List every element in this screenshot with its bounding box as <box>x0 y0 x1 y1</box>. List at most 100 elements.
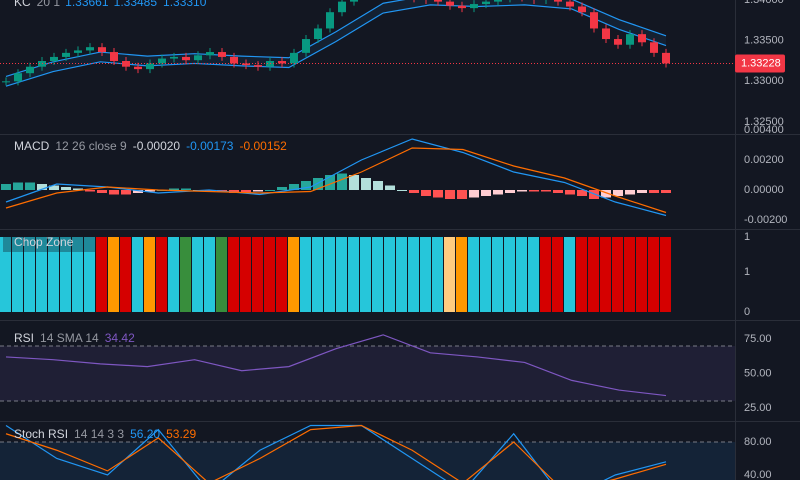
axis-label: 0.00200 <box>744 154 784 166</box>
chop-bar <box>660 237 671 312</box>
chop-bar <box>312 237 323 312</box>
axis-label: 80.00 <box>744 436 772 448</box>
chop-bar <box>492 237 503 312</box>
macd-bar <box>253 190 263 192</box>
chop-bar <box>324 237 335 312</box>
candle <box>182 56 190 61</box>
price-badge <box>735 54 785 73</box>
macd-bar <box>49 185 59 190</box>
chop-bar <box>0 237 11 312</box>
chop-bar <box>348 237 359 312</box>
chop-bar <box>624 237 635 312</box>
chop-bar <box>600 237 611 312</box>
macd-bar <box>613 190 623 196</box>
chop-bar <box>60 237 71 312</box>
axis-label: 0.00400 <box>744 124 784 136</box>
chop-bar <box>120 237 131 312</box>
candle <box>14 73 22 82</box>
candle <box>482 1 490 5</box>
chop-bar <box>156 237 167 312</box>
signal-line <box>5 147 667 214</box>
macd-bar <box>289 184 299 190</box>
header-text: KC <box>14 0 31 9</box>
candle <box>170 56 178 59</box>
macd-bar <box>73 188 83 190</box>
candle <box>290 52 298 64</box>
chop-bar <box>180 237 191 312</box>
header-text: -0.00152 <box>239 139 287 153</box>
axis-label: 1 <box>744 266 750 278</box>
macd-bar <box>145 190 155 192</box>
header-text: 1.33661 <box>65 0 109 9</box>
macd-bar <box>445 190 455 199</box>
header-text: RSI <box>14 331 34 345</box>
macd-bar <box>469 190 479 198</box>
macd-bar <box>565 190 575 195</box>
macd-bar <box>301 181 311 190</box>
macd-bar <box>481 190 491 196</box>
axis-label: 1.34000 <box>744 0 784 6</box>
chop-bar <box>84 237 95 312</box>
macd-bar <box>661 190 671 193</box>
indicator-header: Stoch RSI 14 14 3 3 56.20 53.29 <box>14 427 196 441</box>
chop-bar <box>192 237 203 312</box>
macd-bar <box>133 190 143 193</box>
chop-bar <box>504 237 515 312</box>
candle <box>314 28 322 40</box>
header-text: 20 1 <box>37 0 61 9</box>
chop-bar <box>240 237 251 312</box>
axis-label: 1.32500 <box>744 116 784 128</box>
chop-bar <box>24 237 35 312</box>
macd-bar <box>505 190 515 193</box>
candle <box>470 4 478 9</box>
candle <box>62 52 70 57</box>
candle <box>494 0 502 2</box>
macd-bar <box>541 190 551 192</box>
chop-bar <box>108 237 119 312</box>
chop-bar <box>480 237 491 312</box>
macd-bar <box>13 182 23 190</box>
candle <box>134 66 142 70</box>
chop-bar <box>144 237 155 312</box>
header-text: 12 26 close 9 <box>55 139 127 153</box>
chop-bar <box>300 237 311 312</box>
candle <box>74 50 82 53</box>
macd-bar <box>553 190 563 193</box>
chop-bar <box>252 237 263 312</box>
macd-bar <box>277 187 287 190</box>
macd-bar <box>109 190 119 195</box>
chop-bar <box>228 237 239 312</box>
header-text: -0.00020 <box>133 139 181 153</box>
candle <box>554 0 562 2</box>
indicator-header: MACD 12 26 close 9 -0.00020 -0.00173 -0.0015… <box>14 139 287 153</box>
candle <box>446 1 454 6</box>
header-text: 34.42 <box>105 331 135 345</box>
candle <box>26 66 34 74</box>
macd-bar <box>121 190 131 195</box>
chop-bar <box>96 237 107 312</box>
header-text: MACD <box>14 139 50 153</box>
chop-bar <box>12 237 23 312</box>
header-text: 1.33310 <box>163 0 207 9</box>
chop-bar <box>288 237 299 312</box>
macd-bar <box>493 190 503 195</box>
macd-bar <box>205 190 215 192</box>
macd-bar <box>373 181 383 190</box>
candle <box>242 63 250 66</box>
chop-bar <box>540 237 551 312</box>
chop-bar <box>360 237 371 312</box>
macd-bar <box>517 190 527 192</box>
axis-label: 0.00000 <box>744 184 784 196</box>
candle <box>98 47 106 53</box>
rsi-line <box>5 334 667 397</box>
indicator-header: Chop Zone <box>14 235 74 249</box>
chop-label-bg <box>3 234 95 252</box>
macd-bar <box>637 190 647 193</box>
chop-bar <box>468 237 479 312</box>
chop-bar <box>408 237 419 312</box>
candle <box>566 1 574 7</box>
macd-bar <box>325 175 335 190</box>
axis-label: -0.00200 <box>744 214 787 226</box>
macd-bar <box>37 184 47 190</box>
